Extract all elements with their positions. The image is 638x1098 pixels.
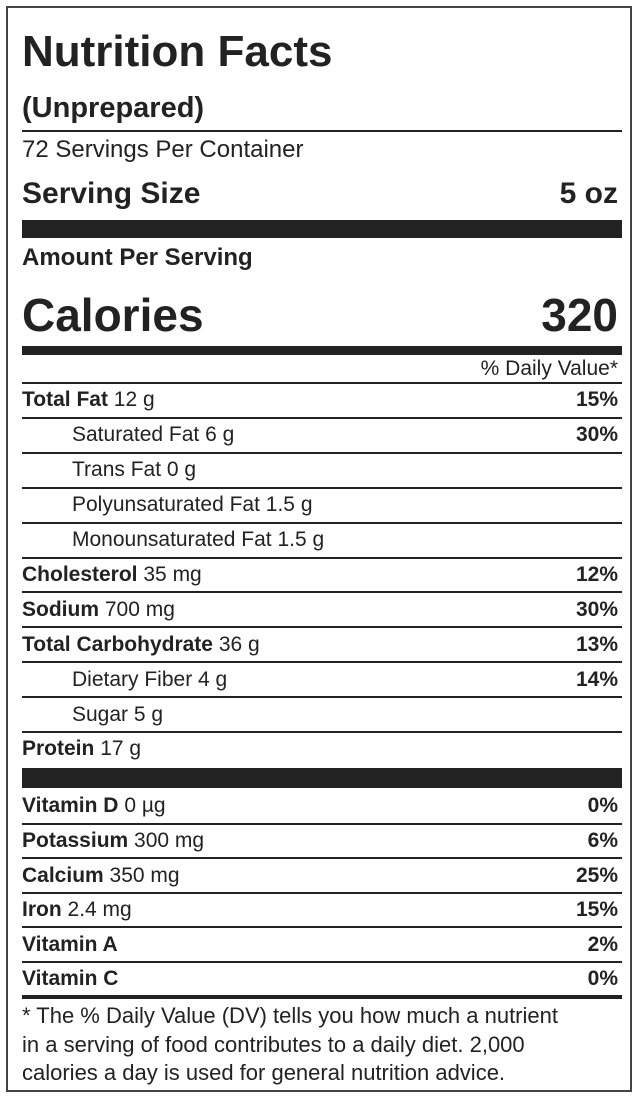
- daily-value: 14%: [575, 667, 618, 691]
- nutrient-amount: 36 g: [218, 632, 260, 656]
- daily-value-header: % Daily Value*: [480, 357, 618, 380]
- nutrient-amount: 300 mg: [134, 828, 205, 852]
- footnote-line: in a serving of food contributes to a da…: [22, 1031, 525, 1057]
- nutrient-row: Vitamin C: [22, 968, 118, 989]
- row-divider: [22, 731, 622, 733]
- nutrient-row: Sodium 700 mg: [22, 599, 175, 620]
- nutrient-row: Vitamin A: [22, 934, 118, 955]
- nutrient-name: Vitamin C: [22, 967, 119, 991]
- thick-bar: [22, 220, 622, 238]
- nutrient-name: Dietary Fiber: [72, 667, 193, 691]
- daily-value: 15%: [575, 388, 618, 412]
- nutrient-name: Sugar: [72, 702, 129, 726]
- nutrient-row: Protein 17 g: [22, 738, 141, 759]
- calories-label: Calories: [22, 289, 204, 341]
- row-divider: [22, 626, 622, 629]
- nutrient-amount: 0 µg: [124, 794, 166, 818]
- daily-value: 25%: [575, 863, 618, 887]
- daily-value: 13%: [575, 632, 618, 656]
- row-divider: [22, 961, 622, 963]
- footnote-line: * The % Daily Value (DV) tells you how m…: [22, 1003, 558, 1028]
- nutrient-row: Total Fat 12 g: [22, 389, 155, 410]
- nutrient-row: Saturated Fat 6 g: [72, 424, 234, 445]
- row-divider: [22, 696, 622, 699]
- row-divider: [22, 451, 622, 454]
- title: Nutrition Facts: [22, 27, 333, 76]
- nutrient-name: Sodium: [22, 597, 99, 621]
- thick-bar: [22, 346, 622, 355]
- calories-value: 320: [541, 289, 618, 341]
- nutrient-amount: 350 mg: [109, 863, 180, 887]
- nutrient-row: Sugar 5 g: [72, 704, 163, 725]
- row-divider: [22, 926, 622, 929]
- row-divider: [22, 891, 622, 894]
- row-divider: [22, 661, 622, 664]
- daily-value: 0%: [587, 967, 618, 991]
- nutrient-row: Iron 2.4 mg: [22, 899, 132, 920]
- nutrient-name: Monounsaturated Fat: [72, 528, 272, 552]
- nutrient-row: Polyunsaturated Fat 1.5 g: [72, 494, 313, 515]
- row-divider: [22, 591, 622, 594]
- nutrient-name: Saturated Fat: [72, 423, 200, 447]
- divider: [22, 130, 622, 132]
- nutrient-name: Vitamin D: [22, 794, 119, 818]
- nutrient-row: Dietary Fiber 4 g: [72, 669, 227, 690]
- thick-bar: [22, 768, 622, 788]
- nutrient-row: Calcium 350 mg: [22, 865, 180, 886]
- nutrient-name: Cholesterol: [22, 562, 138, 586]
- amount-per-serving: Amount Per Serving: [22, 244, 253, 271]
- nutrient-row: Potassium 300 mg: [22, 830, 204, 851]
- nutrition-label: Nutrition Facts (Unprepared) 72 Servings…: [6, 6, 632, 1092]
- nutrient-row: Monounsaturated Fat 1.5 g: [72, 529, 324, 550]
- row-divider: [22, 416, 622, 419]
- row-divider: [22, 382, 622, 384]
- daily-value: 30%: [575, 423, 618, 447]
- subtitle: (Unprepared): [22, 92, 205, 124]
- serving-size-value: 5 oz: [559, 177, 618, 210]
- nutrient-amount: 4 g: [198, 667, 228, 691]
- serving-size-label: Serving Size: [22, 177, 201, 210]
- daily-value: 12%: [575, 562, 618, 586]
- nutrient-amount: 2.4 mg: [67, 898, 132, 922]
- nutrient-name: Total Fat: [22, 388, 108, 412]
- row-divider: [22, 556, 622, 559]
- nutrient-row: Total Carbohydrate 36 g: [22, 634, 260, 655]
- nutrient-amount: 17 g: [100, 737, 142, 761]
- divider: [22, 995, 622, 999]
- servings: 72 Servings Per Container: [22, 136, 304, 163]
- row-divider: [22, 486, 622, 489]
- nutrient-amount: 5 g: [133, 702, 164, 726]
- row-divider: [22, 521, 622, 524]
- daily-value: 0%: [587, 794, 618, 818]
- nutrient-name: Calcium: [22, 863, 104, 887]
- nutrient-row: Vitamin D 0 µg: [22, 795, 166, 816]
- nutrient-amount: 12 g: [113, 388, 155, 412]
- nutrient-name: Protein: [22, 737, 95, 761]
- nutrient-name: Total Carbohydrate: [22, 632, 213, 656]
- footnote-line: calories a day is used for general nutri…: [22, 1060, 506, 1085]
- row-divider: [22, 822, 622, 825]
- nutrient-name: Iron: [22, 898, 62, 922]
- daily-value: 15%: [575, 898, 618, 922]
- nutrient-amount: 700 mg: [104, 597, 175, 621]
- nutrient-name: Trans Fat: [72, 458, 162, 482]
- nutrient-name: Vitamin A: [22, 932, 118, 956]
- nutrient-amount: 1.5 g: [265, 493, 313, 517]
- nutrient-amount: 6 g: [205, 423, 235, 447]
- row-divider: [22, 857, 622, 860]
- nutrient-name: Potassium: [22, 828, 129, 852]
- daily-value: 6%: [587, 828, 618, 852]
- nutrient-name: Polyunsaturated Fat: [72, 493, 260, 517]
- nutrient-row: Cholesterol 35 mg: [22, 564, 202, 585]
- daily-value: 30%: [575, 597, 618, 621]
- daily-value: 2%: [587, 932, 618, 956]
- nutrient-amount: 1.5 g: [277, 528, 325, 552]
- nutrient-row: Trans Fat 0 g: [72, 459, 196, 480]
- nutrient-amount: 0 g: [166, 458, 197, 482]
- nutrient-amount: 35 mg: [143, 562, 202, 586]
